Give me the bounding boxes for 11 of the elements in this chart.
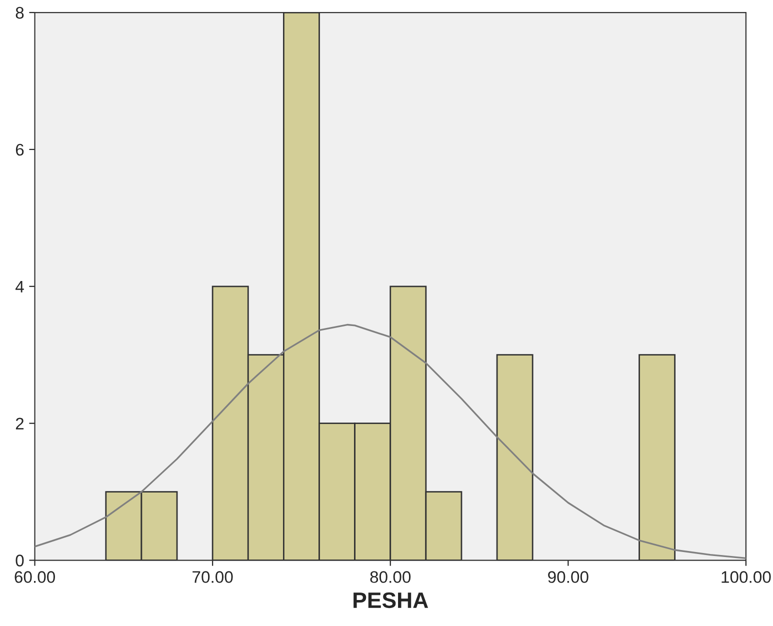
x-tick-label: 90.00 (548, 571, 588, 583)
x-axis-title: PESHA (354, 592, 428, 608)
x-tick-label: 70.00 (192, 571, 233, 583)
y-tick-label: 6 (16, 144, 24, 156)
y-tick-label: 2 (16, 418, 24, 430)
y-tick-label: 4 (15, 280, 24, 292)
x-tick-label: 80.00 (370, 571, 411, 583)
y-tick-label: 8 (16, 6, 24, 19)
y-tick-label: 0 (16, 554, 24, 566)
x-tick-label: 100.00 (722, 571, 771, 583)
x-tick-label: 60.00 (14, 571, 55, 583)
